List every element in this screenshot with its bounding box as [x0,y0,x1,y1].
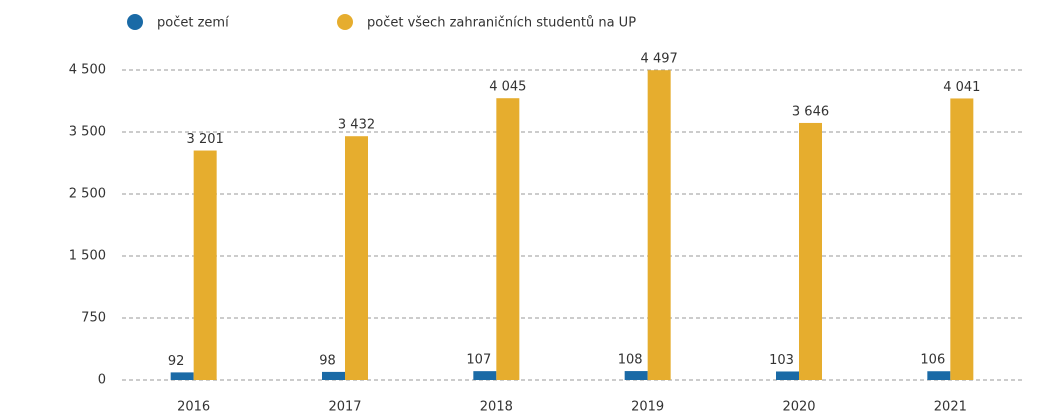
y-tick-label: 750 [81,311,106,326]
data-label: 3 646 [792,104,829,119]
data-label: 108 [618,353,643,368]
bar [170,372,194,380]
legend-swatch [127,14,143,30]
bar [193,150,217,380]
bar [647,70,671,380]
bar [624,371,648,380]
data-label: 98 [319,353,336,368]
y-tick-label: 4 500 [69,63,106,78]
x-tick-label: 2016 [177,400,210,415]
x-tick-label: 2019 [631,400,664,415]
bar [473,371,497,380]
x-tick-label: 2020 [782,400,815,415]
bar [950,98,974,380]
bar [799,122,822,380]
data-label: 92 [168,354,185,369]
bar [927,371,951,380]
data-label: 4 041 [943,80,980,95]
bar [345,136,368,380]
y-tick-label: 3 500 [69,125,106,140]
data-label: 4 045 [489,80,526,95]
data-label: 3 432 [338,118,375,133]
x-tick-label: 2021 [934,400,967,415]
data-label: 106 [920,353,945,368]
legend-label: počet zemí [157,16,229,31]
y-tick-label: 0 [98,373,106,388]
x-tick-label: 2018 [480,400,513,415]
data-label: 107 [466,353,491,368]
bar [322,371,345,380]
y-tick-label: 2 500 [69,187,106,202]
legend-label: počet všech zahraničních studentů na UP [367,16,636,31]
bar [496,98,520,381]
bar [776,371,799,380]
data-label: 103 [769,353,794,368]
data-label: 3 201 [187,132,224,147]
x-tick-label: 2017 [328,400,361,415]
y-tick-label: 1 500 [69,249,106,264]
legend-swatch [337,14,353,30]
data-label: 4 497 [641,52,678,67]
